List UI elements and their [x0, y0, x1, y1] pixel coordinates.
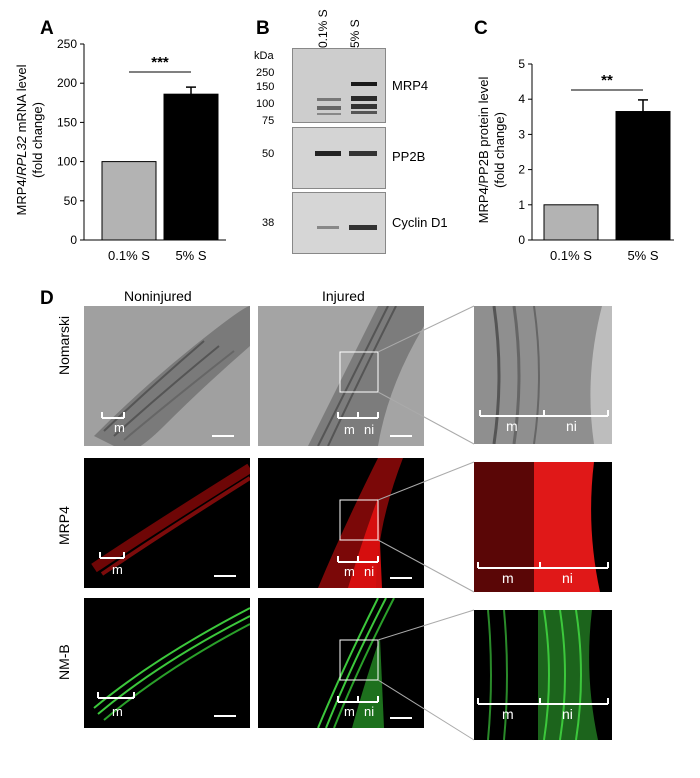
c-tick-label: 3 — [518, 127, 525, 141]
row-label-nmb: NM-B — [56, 644, 72, 680]
region-label-ni: ni — [562, 570, 573, 586]
region-label-ni: ni — [364, 564, 375, 579]
micrograph-nmb-zoom: m ni — [474, 610, 612, 740]
micrograph-mrp4-injured: m ni — [258, 458, 424, 588]
chart-a-ylabel: MRP4/RPL32 mRNA level — [14, 64, 29, 215]
micrograph-nmb-noninjured: m — [84, 598, 250, 728]
region-label-m: m — [344, 704, 355, 719]
c-tick-label: 1 — [518, 198, 525, 212]
region-label-m: m — [112, 562, 123, 577]
region-label-ni: ni — [566, 418, 577, 434]
chart-c-ylabel-line2: (fold change) — [492, 112, 507, 188]
col-label-noninjured: Noninjured — [124, 288, 192, 304]
chart-c-ylabel: MRP4/PP2B protein level — [476, 77, 491, 224]
blot-label-mrp4: MRP4 — [392, 78, 429, 93]
marker-250: 250 — [256, 67, 275, 79]
region-label-ni: ni — [364, 704, 375, 719]
marker-100: 100 — [256, 98, 275, 110]
row-label-mrp4: MRP4 — [56, 506, 72, 545]
micrograph-nomarski-injured: m ni — [258, 306, 424, 446]
a-tick-label: 50 — [64, 194, 78, 208]
lane-label-1: 0.1% S — [316, 9, 330, 48]
panel-label-a: A — [40, 18, 54, 39]
c-category-label: 0.1% S — [550, 248, 592, 263]
chart-c-significance: ** — [601, 72, 613, 89]
col-label-injured: Injured — [322, 288, 365, 304]
chart-c: MRP4/PP2B protein level (fold change) 0 1… — [476, 57, 674, 263]
kda-label: kDa — [254, 50, 274, 62]
c-tick-label: 5 — [518, 57, 525, 71]
panel-label-b: B — [256, 18, 270, 39]
region-label-ni: ni — [364, 422, 375, 437]
c-category-label: 5% S — [627, 248, 658, 263]
a-tick-label: 200 — [57, 76, 77, 90]
a-category-label: 5% S — [175, 248, 206, 263]
blot-pp2b — [292, 127, 386, 189]
region-label-m: m — [112, 704, 123, 719]
c-tick-label: 4 — [518, 92, 525, 106]
region-label-m: m — [344, 422, 355, 437]
region-label-m: m — [114, 420, 125, 435]
a-tick-label: 250 — [57, 37, 77, 51]
region-label-m: m — [344, 564, 355, 579]
panel-label-d: D — [40, 288, 54, 309]
row-label-nomarski: Nomarski — [56, 315, 72, 375]
marker-75: 75 — [262, 115, 275, 127]
region-label-ni: ni — [562, 706, 573, 722]
blot-label-pp2b: PP2B — [392, 149, 426, 164]
blot-label-cyclin-d1: Cyclin D1 — [392, 215, 448, 230]
chart-a: MRP4/RPL32 mRNA level (fold change) 0 50 1… — [14, 37, 226, 263]
micrograph-nomarski-noninjured: m — [84, 306, 250, 446]
c-bar — [543, 204, 599, 241]
marker-150: 150 — [256, 81, 275, 93]
a-tick-label: 150 — [57, 115, 77, 129]
region-label-m: m — [502, 570, 514, 586]
panel-label-c: C — [474, 18, 488, 39]
c-tick-label: 2 — [518, 163, 525, 177]
blot-mrp4 — [292, 48, 386, 123]
chart-a-ylabel-line2: (fold change) — [30, 102, 45, 178]
micrograph-nomarski-zoom: m ni — [474, 306, 612, 444]
micrograph-nmb-injured: m ni — [258, 598, 424, 728]
blot-cyclin-d1 — [292, 192, 386, 254]
marker-50: 50 — [262, 148, 275, 160]
a-tick-label: 100 — [57, 155, 77, 169]
region-label-m: m — [502, 706, 514, 722]
micrograph-mrp4-zoom: m ni — [474, 462, 612, 592]
a-bar — [101, 161, 157, 241]
marker-38: 38 — [262, 217, 275, 229]
a-category-label: 0.1% S — [108, 248, 150, 263]
c-bar — [615, 111, 671, 241]
micrograph-mrp4-noninjured: m — [84, 458, 250, 588]
c-tick-label: 0 — [518, 233, 525, 247]
a-bar — [163, 93, 219, 241]
region-label-m: m — [506, 418, 518, 434]
chart-a-significance: *** — [151, 54, 169, 71]
a-tick-label: 0 — [70, 233, 77, 247]
lane-label-2: 5% S — [348, 19, 362, 48]
